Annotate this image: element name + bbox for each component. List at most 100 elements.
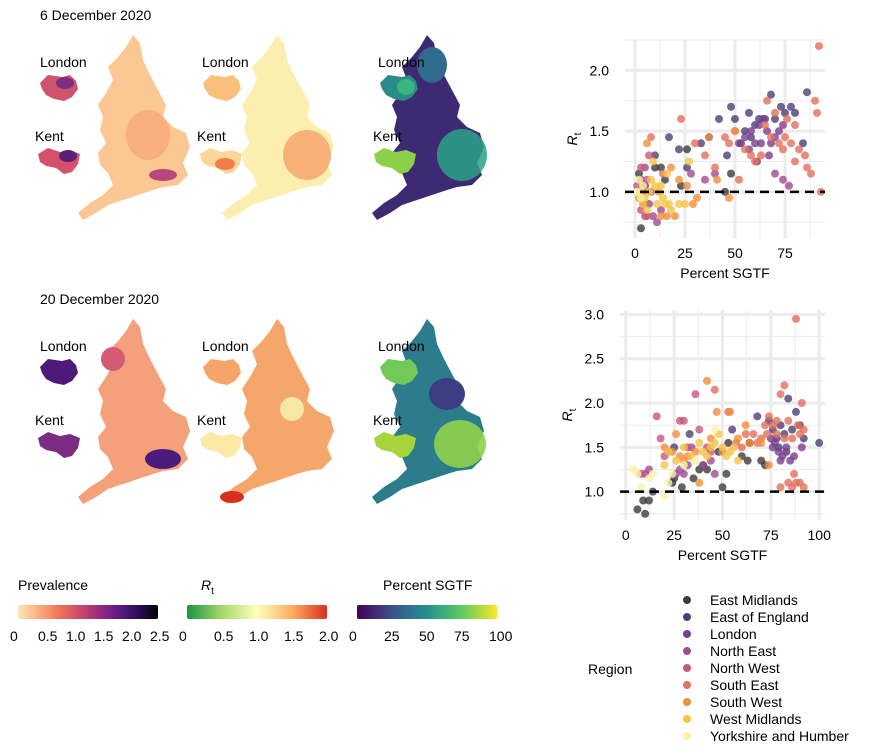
data-point [679,461,688,470]
data-point [782,443,791,452]
data-point [660,461,669,470]
data-point [776,456,785,465]
data-point [710,425,719,434]
data-point [637,483,646,492]
data-point [813,108,821,117]
data-point [725,139,733,148]
data-point [695,478,704,487]
rt-subscript: t [211,585,214,597]
legend-label: East Midlands [710,592,798,608]
y-tick-label: 2.5 [585,351,605,367]
legend-dot [683,681,691,689]
data-point [664,478,673,487]
data-point [776,483,785,492]
y-tick-label: 1.0 [585,484,605,500]
data-point [815,438,824,447]
colorbar-tick-label: 75 [454,628,470,644]
data-point [799,139,807,148]
map-label-kent: Kent [197,128,226,144]
data-point [657,181,665,190]
data-point [803,163,811,172]
data-point [791,121,799,130]
data-point [779,121,787,130]
legend-title: Region [588,661,633,677]
data-point [781,108,789,117]
data-point [699,461,708,470]
colorbar-tick-label: 0 [349,628,357,644]
data-point [633,505,642,514]
data-point [741,430,750,439]
data-point [683,181,691,190]
y-axis-label: Rt [560,408,579,421]
data-point [763,127,771,136]
data-point [701,151,709,160]
data-point [712,407,721,416]
data-point [633,469,642,478]
data-point [799,425,808,434]
x-axis-label: Percent SGTF [678,547,767,563]
data-point [695,438,704,447]
data-point [747,127,755,136]
data-point [649,212,657,221]
data-point [687,169,695,178]
colorbar-tick-label: 1.0 [249,628,269,644]
data-point [710,385,719,394]
data-point [633,181,641,190]
data-point [815,42,823,51]
data-point [653,199,661,208]
data-point [747,133,755,142]
map-label-london: London [202,54,249,70]
data-point [761,421,770,430]
data-point [645,496,654,505]
data-point [639,496,648,505]
data-point [667,206,675,215]
colorbar-prevalence [18,605,158,619]
legend-dot [683,732,691,740]
legend-dot [683,630,691,638]
scatter-plot-dec20: 0 25 50 75 100 1.0 1.5 2.0 2.5 3.0 Percent SGTF Rt [560,306,831,563]
x-tick-label: 25 [666,527,682,543]
data-point [803,88,811,97]
data-point [681,199,689,208]
colorbar-tick-label: 0 [179,628,187,644]
data-point [784,416,793,425]
data-point [635,169,643,178]
map-label-kent: Kent [373,412,402,428]
data-point [733,456,742,465]
data-point [652,412,661,421]
data-point [657,163,665,172]
data-point [648,469,657,478]
data-point [689,199,697,208]
map-label-london: London [40,338,87,354]
map-rt-dec6 [222,35,334,220]
data-point [771,108,779,117]
colorbar-sgtf [357,605,497,619]
panel-title-dec20: 20 December 2020 [40,291,160,307]
data-point [797,443,806,452]
colorbar-tick-label: 0.5 [38,628,58,644]
data-point [657,206,665,215]
legend-dot [683,596,691,604]
data-point [637,224,645,233]
x-tick-label: 50 [715,527,731,543]
y-tick-label: 2.0 [590,62,610,78]
data-point [795,145,803,154]
data-point [757,151,765,160]
x-tick-label: 0 [631,245,639,261]
map-label-kent: Kent [35,128,64,144]
data-point [661,175,669,184]
data-point [668,469,677,478]
data-point [787,139,795,148]
data-point [764,461,773,470]
data-point [695,425,704,434]
data-point [718,483,727,492]
legend-dot [683,613,691,621]
data-point [645,151,653,160]
data-point [663,169,671,178]
data-point [790,452,799,461]
data-point [697,139,705,148]
data-point [656,434,665,443]
data-point [637,193,645,202]
legend-dot [683,715,691,723]
data-point [727,169,735,178]
